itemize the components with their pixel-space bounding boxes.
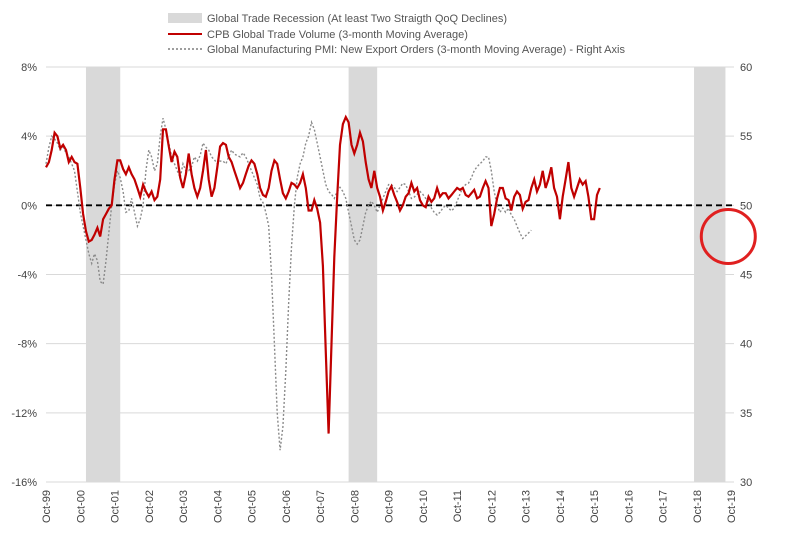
right-tick-label: 30 (740, 477, 752, 489)
left-tick-label: 0% (21, 200, 37, 212)
x-tick-label: Oct-06 (281, 490, 293, 523)
left-tick-label: -16% (11, 477, 37, 489)
right-tick-label: 55 (740, 131, 752, 143)
left-tick-label: -8% (17, 339, 37, 351)
x-tick-label: Oct-11 (452, 490, 464, 522)
pmi-series-line (45, 118, 532, 451)
left-tick-label: -12% (11, 408, 37, 420)
x-tick-label: Oct-14 (555, 490, 567, 523)
x-tick-label: Oct-01 (110, 490, 122, 523)
x-tick-label: Oct-17 (658, 490, 670, 523)
x-tick-label: Oct-09 (384, 490, 396, 523)
gridlines (46, 66, 734, 483)
right-tick-label: 60 (740, 62, 752, 74)
x-tick-label: Oct-08 (349, 490, 361, 523)
x-tick-label: Oct-03 (178, 490, 190, 523)
left-tick-label: 8% (21, 62, 37, 74)
x-tick-label: Oct-04 (212, 490, 224, 523)
x-tick-label: Oct-16 (623, 490, 635, 523)
right-tick-label: 40 (740, 339, 752, 351)
x-tick-label: Oct-02 (144, 490, 156, 523)
right-tick-label: 35 (740, 408, 752, 420)
cpb-series-line (45, 114, 601, 434)
left-tick-label: -4% (17, 270, 37, 282)
legend-label-recession: Global Trade Recession (At least Two Str… (207, 13, 507, 25)
right-axis: 60 55 50 45 40 35 30 (740, 62, 752, 489)
legend: Global Trade Recession (At least Two Str… (168, 13, 625, 56)
legend-label-cpb: CPB Global Trade Volume (3-month Moving … (207, 29, 468, 41)
left-axis: 8% 4% 0% -4% -8% -12% -16% (11, 62, 37, 489)
x-tick-label: Oct-07 (315, 490, 327, 523)
x-tick-label: Oct-18 (692, 490, 704, 523)
x-tick-label: Oct-10 (418, 490, 430, 523)
x-tick-label: Oct-19 (726, 490, 738, 523)
x-tick-label: Oct-12 (486, 490, 498, 523)
x-tick-label: Oct-13 (521, 490, 533, 523)
legend-swatch-recession (168, 13, 202, 23)
x-tick-label: Oct-15 (589, 490, 601, 523)
right-tick-label: 45 (740, 270, 752, 282)
highlight-circle (699, 207, 757, 265)
x-axis: Oct-99 Oct-00 Oct-01 Oct-02 Oct-03 Oct-04 Oct-… (41, 490, 738, 523)
left-tick-label: 4% (21, 131, 37, 143)
right-tick-label: 50 (740, 200, 752, 212)
x-tick-label: Oct-00 (75, 490, 87, 523)
x-tick-label: Oct-99 (41, 490, 53, 523)
legend-label-pmi: Global Manufacturing PMI: New Export Ord… (207, 44, 625, 56)
x-tick-label: Oct-05 (247, 490, 259, 523)
